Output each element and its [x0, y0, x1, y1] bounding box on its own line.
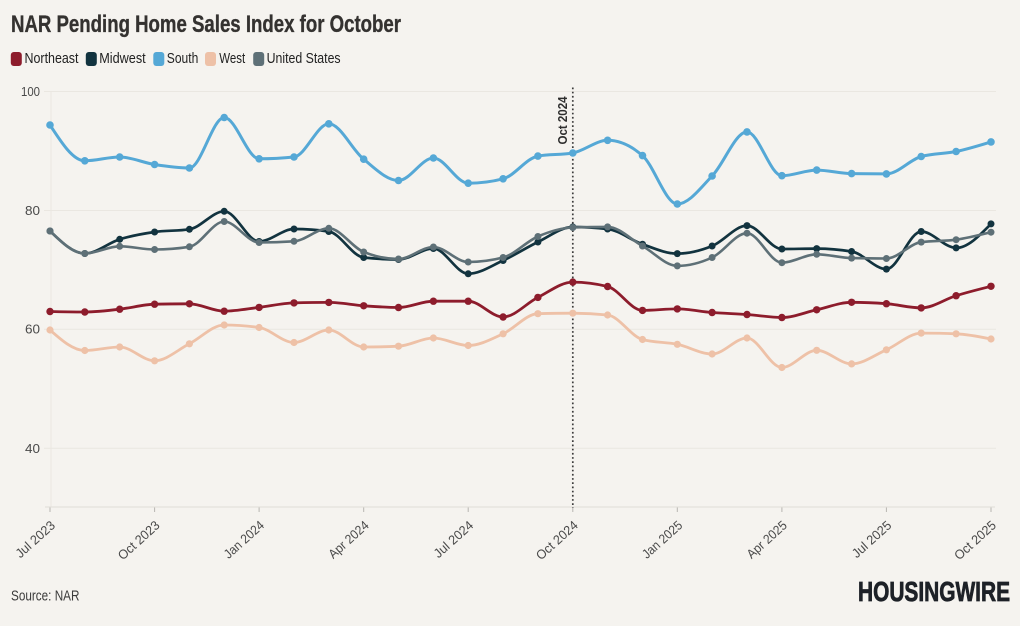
svg-text:Northeast: Northeast [25, 51, 79, 67]
svg-text:NAR Pending Home Sales Index f: NAR Pending Home Sales Index for October [11, 11, 401, 38]
svg-text:Source: NAR: Source: NAR [11, 587, 80, 604]
svg-text:HOUSINGWIRE: HOUSINGWIRE [858, 576, 1010, 607]
svg-text:100: 100 [21, 84, 40, 99]
svg-text:Midwest: Midwest [99, 51, 146, 67]
svg-text:40: 40 [25, 441, 40, 456]
svg-text:South: South [167, 51, 199, 67]
svg-text:80: 80 [25, 203, 40, 218]
svg-text:West: West [219, 51, 245, 67]
svg-text:United States: United States [267, 51, 341, 67]
svg-text:Oct 2024: Oct 2024 [555, 96, 570, 145]
svg-text:60: 60 [25, 322, 40, 337]
